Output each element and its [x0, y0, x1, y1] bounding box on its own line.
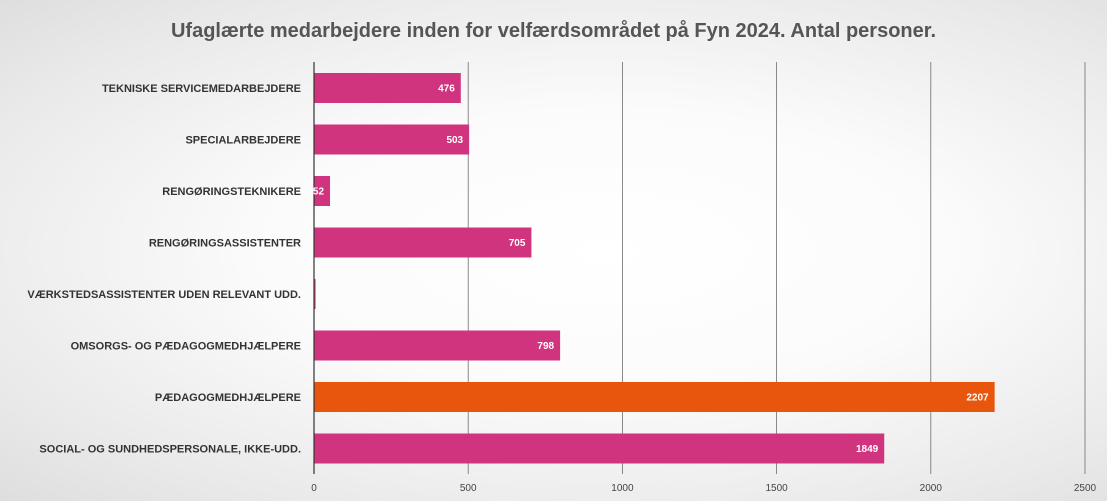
data-label: 798	[537, 341, 554, 352]
data-label: 1849	[856, 444, 879, 455]
data-label: 705	[509, 238, 526, 249]
x-tick-label: 1500	[765, 483, 788, 494]
x-tick-label: 0	[311, 483, 317, 494]
x-tick-label: 2500	[1074, 483, 1097, 494]
bar	[314, 382, 995, 412]
bar	[314, 330, 561, 361]
category-label: PÆDAGOGMEDHJÆLPERE	[155, 392, 301, 404]
category-label: OMSORGS- OG PÆDAGOGMEDHJÆLPERE	[71, 341, 301, 353]
bar	[314, 124, 470, 155]
category-label: TEKNISKE SERVICEMEDARBEJDERE	[102, 83, 301, 95]
chart-title: Ufaglærte medarbejdere inden for velfærd…	[170, 20, 937, 42]
bar	[314, 176, 331, 206]
data-label: 503	[446, 135, 463, 146]
bar	[314, 433, 885, 464]
category-label: VÆRKSTEDSASSISTENTER UDEN RELEVANT UDD.	[27, 289, 301, 301]
category-label: SOCIAL- OG SUNDHEDSPERSONALE, IKKE-UDD.	[39, 444, 301, 456]
category-label: RENGØRINGSASSISTENTER	[149, 238, 301, 250]
x-tick-label: 2000	[920, 483, 943, 494]
x-tick-label: 500	[460, 483, 477, 494]
bar	[314, 73, 461, 103]
bar	[314, 279, 316, 309]
data-label: 476	[438, 84, 455, 95]
category-label: RENGØRINGSTEKNIKERE	[162, 186, 301, 198]
data-label: 52	[313, 187, 325, 198]
x-tick-label: 1000	[611, 483, 634, 494]
data-label: 2207	[966, 393, 989, 404]
bar	[314, 227, 532, 258]
category-label: SPECIALARBEJDERE	[185, 135, 301, 147]
